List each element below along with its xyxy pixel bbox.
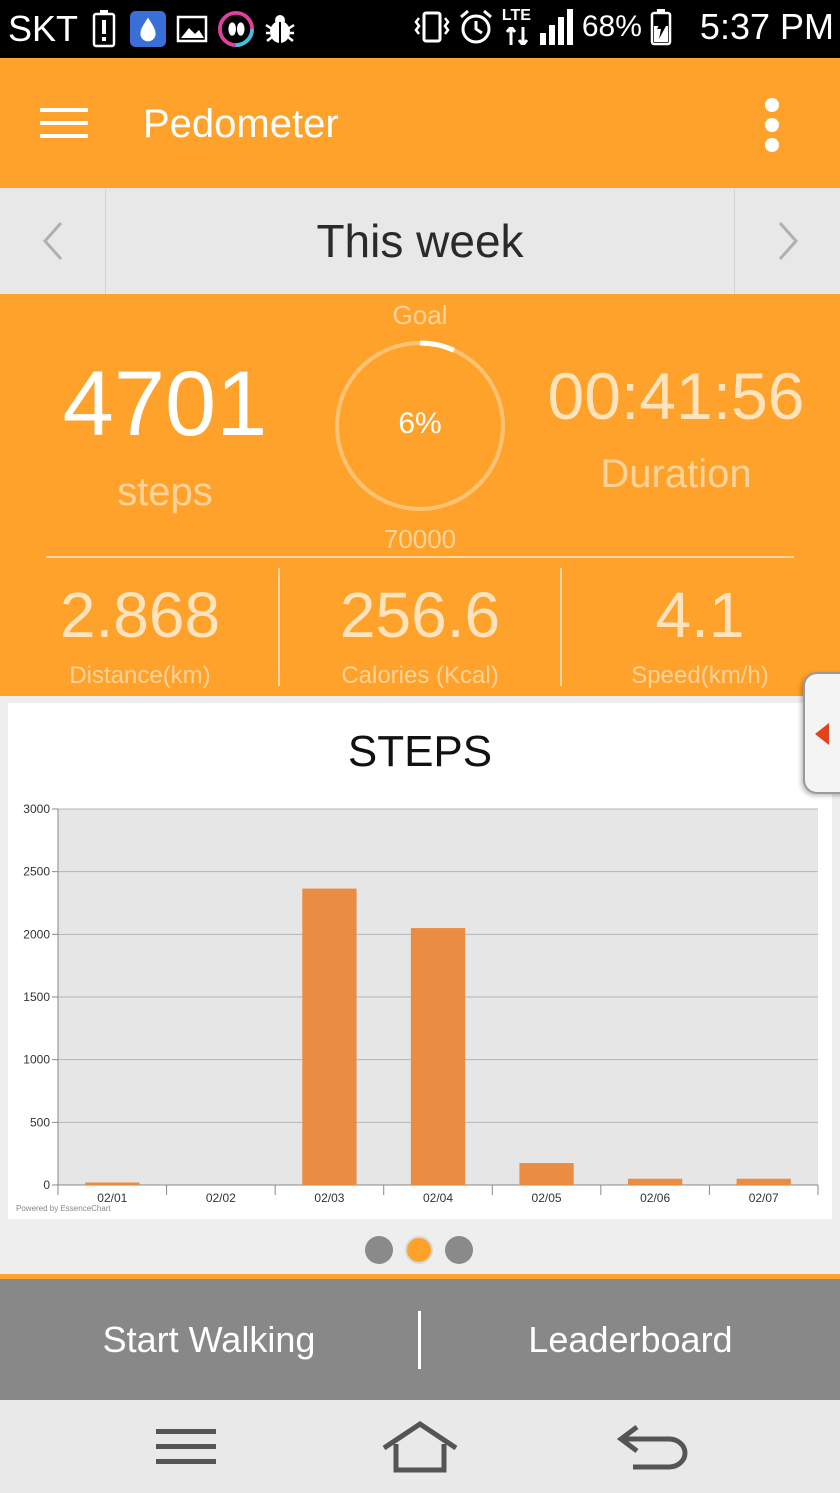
water-drop-icon xyxy=(130,10,166,48)
more-options-icon[interactable] xyxy=(760,96,786,154)
lte-indicator: LTE xyxy=(502,7,532,47)
back-icon xyxy=(617,1425,688,1470)
x-tick-label: 02/05 xyxy=(532,1191,562,1205)
goal-percent: 6% xyxy=(398,407,442,440)
y-tick-label: 1000 xyxy=(23,1053,50,1067)
x-tick-label: 02/01 xyxy=(97,1191,127,1205)
menu-button[interactable] xyxy=(141,1414,231,1480)
carrier-name: SKT xyxy=(8,8,79,49)
signal-icon xyxy=(539,9,573,45)
home-button[interactable] xyxy=(375,1414,465,1480)
steps-value: 4701 xyxy=(62,353,268,455)
menu-lines-icon xyxy=(156,1429,216,1464)
bar xyxy=(410,928,466,1185)
calories-label: Calories (Kcal) xyxy=(341,662,499,689)
steps-chart-card: STEPS 0 500 1000 1500 2000 2500 3000 02/01 02/02… xyxy=(8,703,832,1219)
y-tick-label: 0 xyxy=(43,1178,50,1192)
duration-label: Duration xyxy=(600,452,752,496)
distance-label: Distance(km) xyxy=(69,662,211,689)
back-button[interactable] xyxy=(608,1414,698,1480)
x-tick-label: 02/07 xyxy=(749,1191,779,1205)
y-tick-label: 2000 xyxy=(23,927,50,941)
chart-credit: Powered by EssenceChart xyxy=(16,1204,111,1213)
duration-value: 00:41:56 xyxy=(547,359,805,433)
network-type: LTE xyxy=(501,7,531,24)
bar xyxy=(736,1178,791,1185)
vibrate-icon xyxy=(414,11,450,43)
app-bar: Pedometer xyxy=(0,58,840,188)
y-tick-label: 500 xyxy=(30,1115,50,1129)
start-walking-button[interactable]: Start Walking xyxy=(102,1319,316,1360)
y-tick-label: 3000 xyxy=(23,802,50,816)
chart-title: STEPS xyxy=(347,727,493,776)
calories-value: 256.6 xyxy=(339,579,501,651)
notification-icons xyxy=(86,10,298,48)
arrow-left-icon xyxy=(815,723,829,745)
alarm-icon xyxy=(459,9,492,44)
bar xyxy=(628,1178,683,1185)
speed-value: 4.1 xyxy=(655,579,745,651)
chevron-right-icon xyxy=(778,222,798,260)
side-drawer-tab[interactable] xyxy=(803,672,840,794)
battery-charging-icon xyxy=(650,9,672,46)
steps-bar-chart: 0 500 1000 1500 2000 2500 3000 02/01 02/02 02/03 0… xyxy=(23,802,819,1205)
x-tick-label: 02/02 xyxy=(206,1191,236,1205)
status-bar: SKT LTE 68% xyxy=(0,0,840,58)
stats-divider xyxy=(46,556,794,558)
battery-alert-icon xyxy=(86,10,122,48)
bar xyxy=(85,1182,140,1185)
steps-label: steps xyxy=(117,470,213,514)
system-icons: LTE 68% 5:37 PM xyxy=(414,6,834,48)
stats-column-divider xyxy=(278,568,280,686)
menu-icon[interactable] xyxy=(40,108,90,140)
gallery-icon xyxy=(174,10,210,48)
goal-progress-ring xyxy=(334,340,506,512)
x-tick-label: 02/04 xyxy=(423,1191,453,1205)
distance-value: 2.868 xyxy=(59,579,221,651)
y-tick-label: 2500 xyxy=(23,865,50,879)
action-divider xyxy=(418,1311,421,1369)
system-nav-bar xyxy=(0,1400,840,1493)
footprint-app-icon xyxy=(218,10,254,48)
speed-label: Speed(km/h) xyxy=(631,662,769,689)
chevron-left-icon xyxy=(42,222,62,260)
app-title: Pedometer xyxy=(143,102,339,146)
x-tick-label: 02/06 xyxy=(640,1191,670,1205)
y-tick-label: 1500 xyxy=(23,990,50,1004)
leaderboard-button[interactable]: Leaderboard xyxy=(528,1319,733,1360)
previous-period-button[interactable] xyxy=(0,188,106,294)
x-tick-label: 02/03 xyxy=(314,1191,344,1205)
bar xyxy=(519,1163,574,1185)
clock: 5:37 PM xyxy=(699,6,834,47)
bar xyxy=(302,888,357,1185)
battery-percent: 68% xyxy=(581,10,642,43)
period-label: This week xyxy=(316,215,524,267)
goal-label: Goal xyxy=(392,300,448,330)
page-dot[interactable] xyxy=(405,1236,433,1264)
bottom-action-bar: Start Walking Leaderboard xyxy=(0,1274,840,1400)
page-dot[interactable] xyxy=(365,1236,393,1264)
period-navigator: This week xyxy=(0,188,840,294)
home-icon xyxy=(382,1420,458,1473)
page-indicator xyxy=(365,1236,473,1264)
bug-icon xyxy=(262,10,298,48)
stats-panel: 4701 steps Goal 6% 70000 00:41:56 Durati… xyxy=(0,294,840,696)
stats-column-divider xyxy=(560,568,562,686)
page-dot[interactable] xyxy=(445,1236,473,1264)
goal-value: 70000 xyxy=(383,524,457,554)
next-period-button[interactable] xyxy=(734,188,840,294)
